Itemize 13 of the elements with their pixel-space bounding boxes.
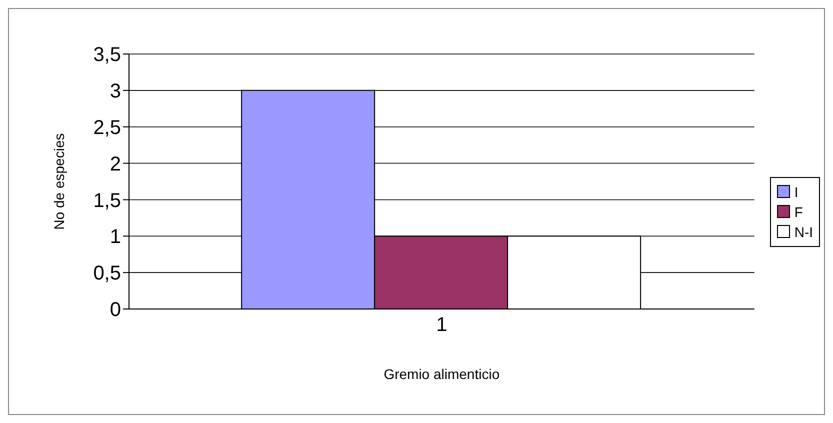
y-tick-label: 3,5 (93, 44, 121, 66)
y-tick-label: 1 (110, 226, 121, 248)
y-tick-label: 0,5 (93, 262, 121, 285)
x-axis-title: Gremio alimenticio (384, 366, 500, 382)
legend-label: F (794, 202, 803, 222)
y-axis-title: No de especies (50, 133, 67, 230)
y-tick-label: 0 (110, 299, 121, 322)
legend-label: N-I (794, 222, 813, 242)
y-tick-label: 2 (110, 153, 121, 176)
y-tick-label: 2,5 (93, 116, 121, 139)
y-tick-label: 3 (110, 80, 121, 103)
y-tick-label: 1,5 (93, 190, 121, 212)
legend-label: I (794, 182, 798, 202)
